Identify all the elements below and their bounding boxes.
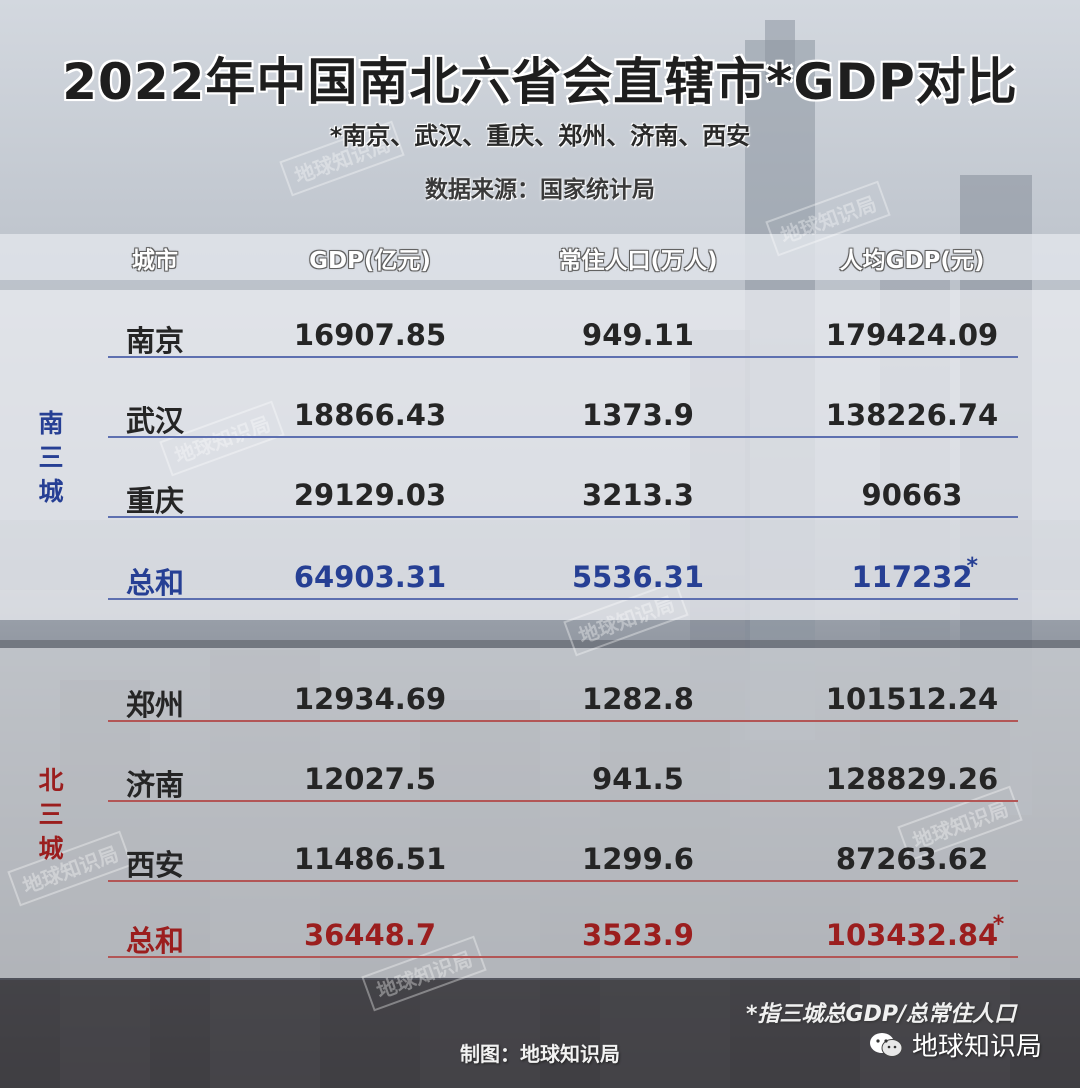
credit: 制图：地球知识局 xyxy=(460,1042,620,1066)
total-label: 总和 xyxy=(125,566,185,600)
data-source: 数据来源：国家统计局 xyxy=(425,177,655,203)
table-cell: 1282.8 xyxy=(582,682,694,716)
region-label-char: 城 xyxy=(38,834,64,863)
row-divider xyxy=(108,516,1018,518)
column-header: GDP(亿元) xyxy=(309,248,431,274)
table-cell: 11486.51 xyxy=(293,842,447,876)
table-cell: 941.5 xyxy=(592,762,684,796)
city-name: 南京 xyxy=(125,324,185,358)
city-name: 郑州 xyxy=(125,688,185,722)
total-cell: 103432.84 xyxy=(825,918,999,952)
total-label: 总和 xyxy=(125,924,185,958)
table-cell: 12934.69 xyxy=(293,682,447,716)
table-cell: 87263.62 xyxy=(835,842,989,876)
table-cell: 90663 xyxy=(861,478,963,512)
table-cell: 179424.09 xyxy=(825,318,999,352)
total-footnote-mark: * xyxy=(966,554,979,579)
column-header: 常住人口(万人) xyxy=(558,248,718,274)
total-cell: 64903.31 xyxy=(293,560,447,594)
city-name: 重庆 xyxy=(125,484,185,518)
row-divider xyxy=(108,720,1018,722)
brand-name: 地球知识局 xyxy=(911,1032,1042,1062)
brand-logo: 地球知识局 xyxy=(868,1026,1042,1063)
table-cell: 138226.74 xyxy=(825,398,999,432)
city-name: 济南 xyxy=(125,768,185,802)
city-name: 西安 xyxy=(125,848,185,882)
total-cell: 5536.31 xyxy=(571,560,705,594)
footnote: *指三城总GDP/总常住人口 xyxy=(746,1002,1016,1027)
south-group-band xyxy=(0,290,1080,620)
row-divider xyxy=(108,880,1018,882)
region-label-char: 三 xyxy=(38,800,64,829)
table-cell: 16907.85 xyxy=(293,318,447,352)
north-group-band xyxy=(0,648,1080,978)
table-cell: 128829.26 xyxy=(825,762,999,796)
column-header: 人均GDP(元) xyxy=(839,248,985,274)
total-footnote-mark: * xyxy=(992,912,1005,937)
region-label: 北三城 xyxy=(34,764,68,866)
row-divider xyxy=(108,800,1018,802)
row-divider xyxy=(108,356,1018,358)
row-divider xyxy=(108,598,1018,600)
region-label: 南三城 xyxy=(34,407,68,509)
wechat-icon xyxy=(869,1032,903,1057)
city-name: 武汉 xyxy=(125,404,185,438)
row-divider xyxy=(108,436,1018,438)
table-cell: 949.11 xyxy=(582,318,694,352)
table-cell: 1299.6 xyxy=(582,842,694,876)
total-cell: 3523.9 xyxy=(582,918,694,952)
chart-title: 2022年中国南北六省会直辖市*GDP对比 xyxy=(62,53,1018,111)
row-divider xyxy=(108,956,1018,958)
header-band xyxy=(0,234,1080,280)
table-cell: 101512.24 xyxy=(825,682,999,716)
region-label-char: 南 xyxy=(38,409,64,438)
chart-subtitle: *南京、武汉、重庆、郑州、济南、西安 xyxy=(329,122,751,150)
region-label-char: 三 xyxy=(38,443,64,472)
table-cell: 3213.3 xyxy=(582,478,694,512)
column-header: 城市 xyxy=(132,248,178,274)
table-cell: 18866.43 xyxy=(293,398,447,432)
table-cell: 1373.9 xyxy=(582,398,694,432)
region-label-char: 城 xyxy=(38,477,64,506)
table-cell: 12027.5 xyxy=(303,762,437,796)
region-label-char: 北 xyxy=(38,766,64,795)
total-cell: 117232 xyxy=(851,560,973,594)
total-cell: 36448.7 xyxy=(303,918,437,952)
table-cell: 29129.03 xyxy=(293,478,447,512)
